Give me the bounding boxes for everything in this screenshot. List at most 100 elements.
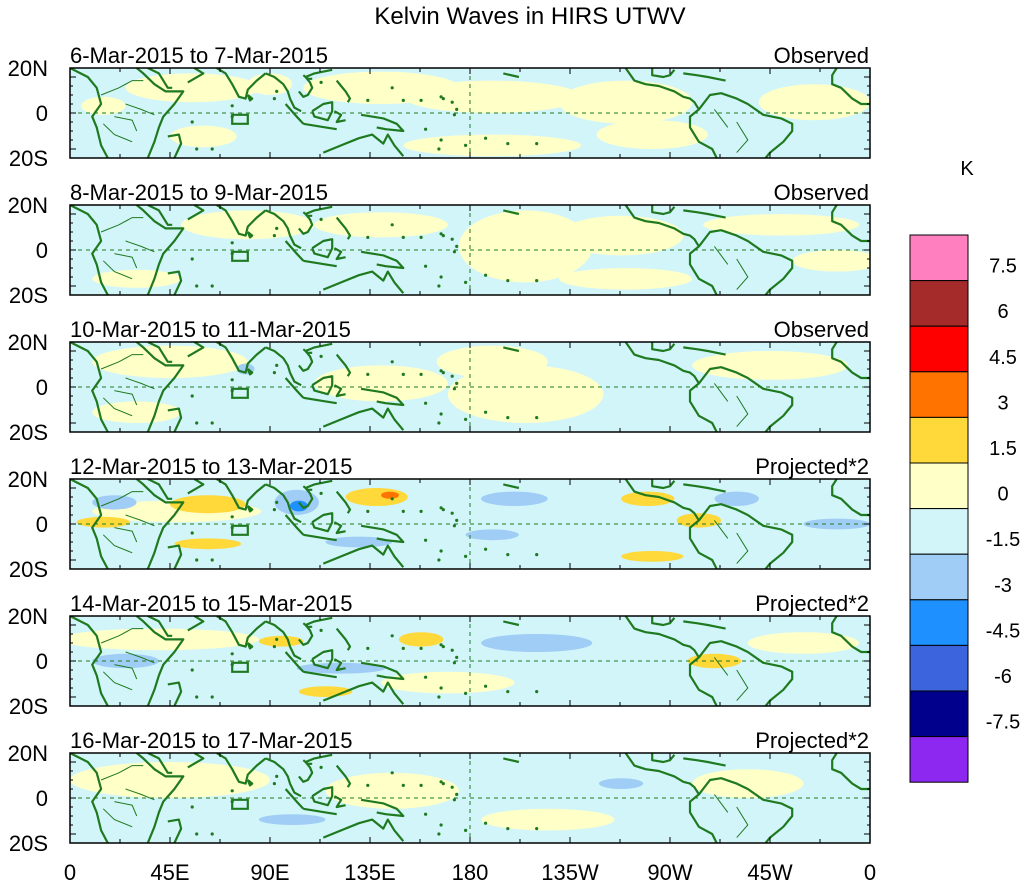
- anomaly-contour: [558, 215, 684, 256]
- coastline: [624, 68, 718, 158]
- coastline: [333, 110, 346, 124]
- island: [506, 142, 510, 146]
- island: [319, 80, 323, 84]
- anomaly-contour: [481, 634, 593, 652]
- coastline: [698, 92, 794, 158]
- coastline: [302, 759, 313, 765]
- colorbar-swatch: [909, 416, 969, 464]
- country-border: [102, 123, 133, 143]
- island: [452, 798, 456, 802]
- coastline: [831, 753, 870, 791]
- coastline: [333, 384, 346, 398]
- coastline: [187, 205, 205, 221]
- island: [450, 511, 454, 515]
- anomaly-contour: [170, 125, 237, 148]
- country-border: [736, 258, 749, 290]
- anomaly-contour: [174, 538, 242, 550]
- island: [484, 136, 488, 140]
- panel-date-label: 12-Mar-2015 to 13-Mar-2015: [70, 454, 352, 479]
- panel-type-label: Observed: [774, 317, 869, 342]
- island: [450, 100, 454, 104]
- coastline: [265, 483, 302, 524]
- country-border: [736, 395, 749, 427]
- country-border: [713, 657, 729, 676]
- coastline: [246, 642, 254, 650]
- coastline: [335, 627, 352, 651]
- island: [484, 410, 488, 414]
- coastline: [683, 346, 726, 356]
- island: [390, 634, 394, 638]
- anomaly-contour: [403, 134, 582, 157]
- island: [401, 235, 405, 239]
- country-border: [114, 390, 138, 406]
- coastline: [831, 479, 870, 517]
- anomaly-contour: [403, 80, 582, 113]
- panel-date-label: 14-Mar-2015 to 15-Mar-2015: [70, 591, 352, 616]
- island: [419, 98, 423, 102]
- island: [319, 217, 323, 221]
- anomaly-contour: [81, 96, 126, 115]
- coastline: [335, 79, 352, 103]
- anomaly-contour: [314, 212, 448, 238]
- island: [419, 509, 423, 513]
- coastline: [303, 533, 337, 542]
- anomaly-contour: [170, 495, 246, 514]
- anomaly-contour: [558, 268, 693, 290]
- coastline: [831, 616, 870, 654]
- coastline: [216, 205, 267, 237]
- coastline: [624, 616, 718, 706]
- anomaly-contour: [747, 632, 859, 654]
- x-tick-label: 45W: [747, 860, 792, 885]
- coastline: [298, 68, 333, 98]
- coastline: [147, 753, 173, 774]
- island: [452, 661, 456, 665]
- island: [506, 416, 510, 420]
- map-content: [70, 342, 870, 432]
- island: [452, 387, 456, 391]
- coastline: [298, 616, 333, 646]
- colorbar-swatch: [909, 325, 969, 373]
- colorbar-level-label: -1.5: [986, 529, 1020, 551]
- coastline: [302, 74, 313, 80]
- panel-date-label: 8-Mar-2015 to 9-Mar-2015: [70, 180, 328, 205]
- coastline: [284, 651, 305, 673]
- y-tick-label: 20S: [9, 283, 48, 308]
- anomaly-contour: [792, 250, 870, 272]
- x-tick-label: 90W: [647, 860, 692, 885]
- coastline: [624, 753, 718, 843]
- island: [464, 691, 468, 695]
- island: [230, 241, 234, 245]
- island: [272, 782, 276, 786]
- anomaly-contour: [758, 84, 870, 121]
- coastline: [298, 205, 333, 235]
- y-tick-label: 20N: [8, 467, 48, 492]
- colorbar-swatch: [909, 690, 969, 738]
- coastline: [147, 205, 173, 226]
- x-tick-label: 0: [864, 860, 876, 885]
- coastline: [360, 661, 405, 681]
- country-border: [102, 671, 133, 691]
- coastline: [335, 764, 352, 788]
- panel-date-label: 6-Mar-2015 to 7-Mar-2015: [70, 43, 328, 68]
- map-panel: 8-Mar-2015 to 9-Mar-2015 Observed 20N 0 20S: [8, 180, 871, 308]
- island: [401, 372, 405, 376]
- coastline: [503, 346, 520, 353]
- country-border: [114, 116, 138, 132]
- island: [464, 417, 468, 421]
- colorbar-swatch: [909, 234, 969, 282]
- coastline: [246, 368, 254, 376]
- coastline: [311, 238, 334, 259]
- colorbar-swatch: [909, 644, 969, 692]
- island: [439, 823, 443, 827]
- reference-box: [231, 113, 249, 125]
- colorbar-level-label: 1.5: [989, 438, 1017, 460]
- island: [195, 695, 199, 699]
- country-border: [114, 527, 138, 543]
- coastline: [333, 247, 346, 261]
- coastline: [683, 757, 726, 767]
- coastline: [322, 818, 405, 842]
- coastline: [246, 779, 254, 787]
- x-tick-label: 180: [452, 860, 489, 885]
- panel-type-label: Projected*2: [755, 591, 869, 616]
- island: [506, 827, 510, 831]
